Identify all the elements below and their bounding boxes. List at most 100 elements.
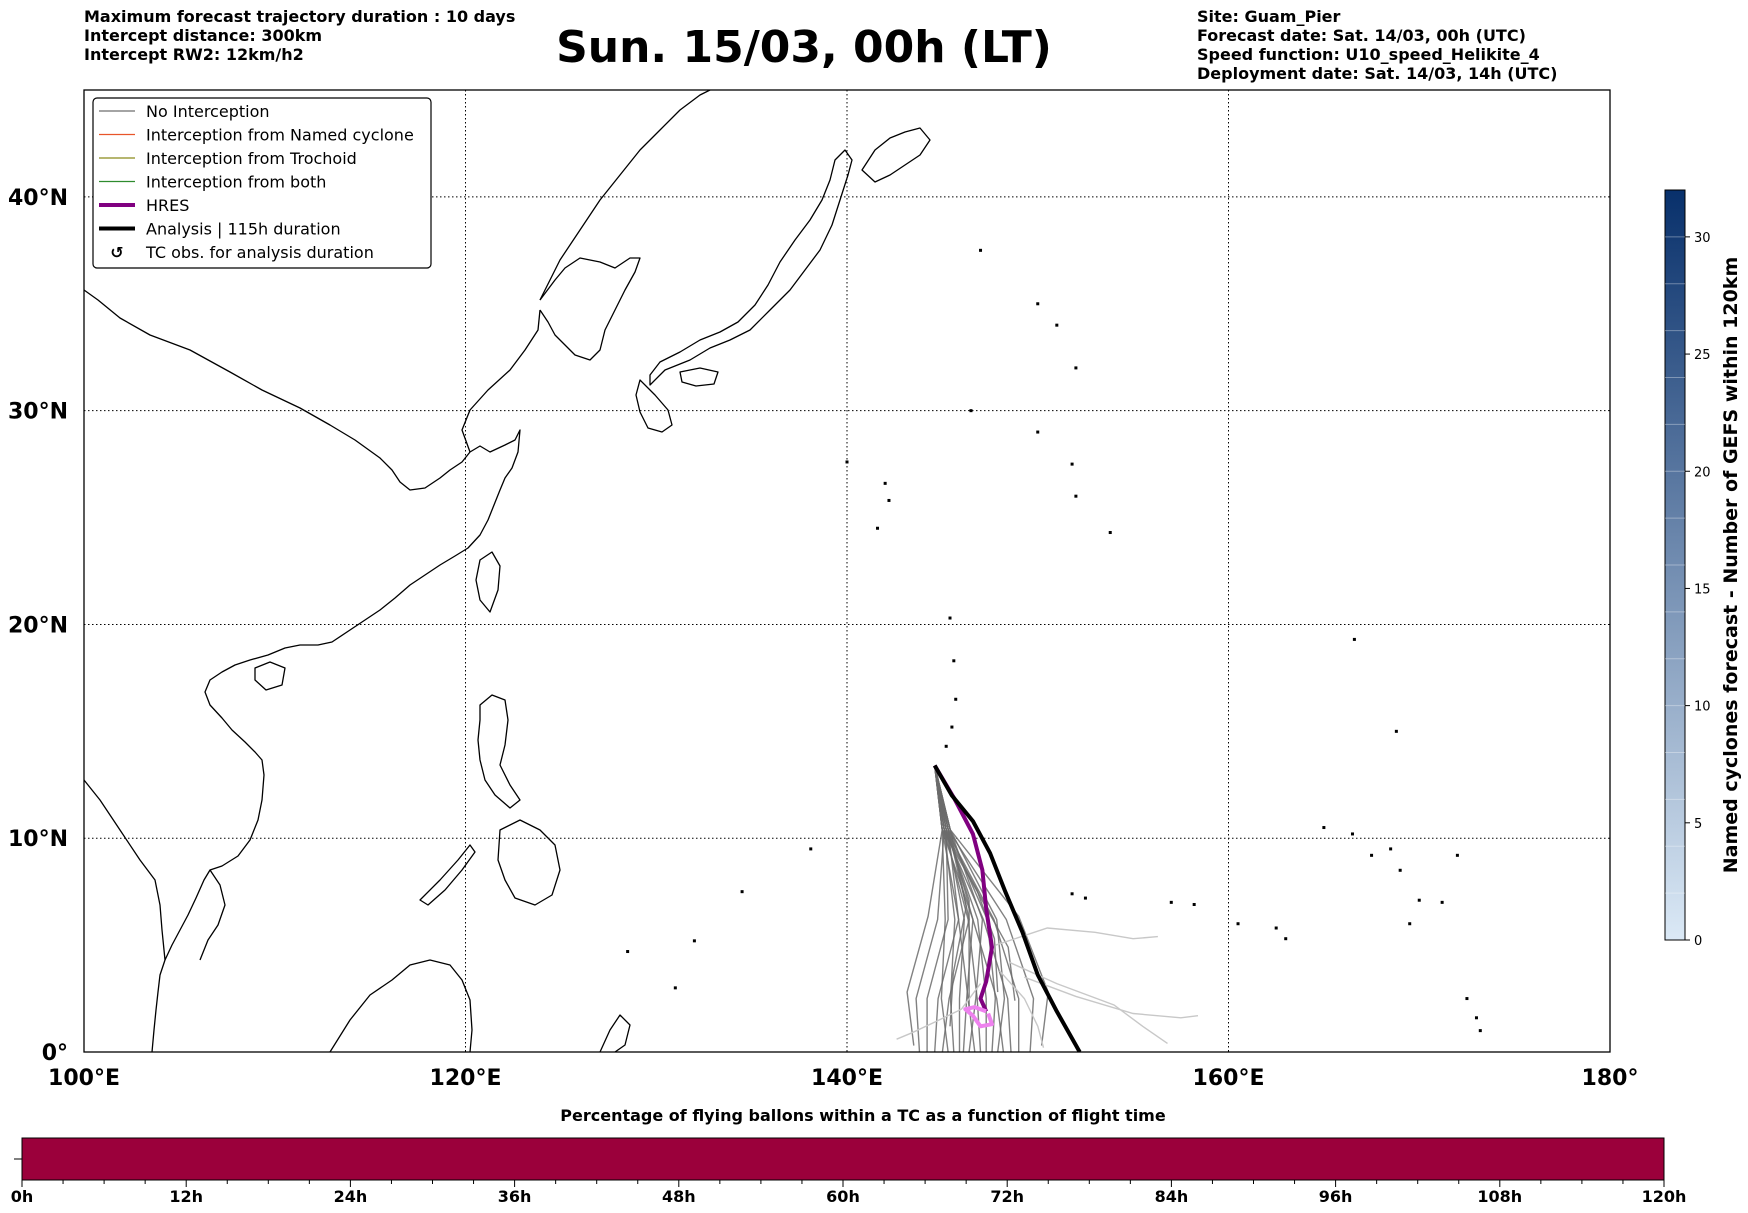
island-dot [1108,531,1112,535]
coastline-asia-north [461,90,711,453]
island-dot [1284,937,1288,941]
axis-tick-labels: 100°E 120°E 140°E 160°E 180° 0° 10°N 20°N 30°N 40… [8,186,1639,1091]
bottom-bar-tick-label: 84h [1155,1187,1189,1206]
coastlines [84,90,931,1052]
coastline-japan-hokkaido [861,127,931,183]
legend-entry: No Interception [99,102,270,121]
legend-box [92,97,432,269]
island-dot [1322,826,1326,830]
bottom-bar-tick-label: 96h [1319,1187,1353,1206]
site-text: Site: Guam_Pier [1197,7,1341,26]
legend-entry: Interception from both [99,173,326,192]
island-dot [1036,302,1040,306]
lat-tick-label: 40°N [8,186,68,211]
bottom-bar-tick-label: 72h [990,1187,1024,1206]
ensemble-track-light [999,970,1045,1048]
island-dot [673,986,677,990]
island-dot [1408,922,1412,926]
colorbar-tick-label: 0 [1694,934,1702,949]
island-dot [944,744,948,748]
lon-tick-label: 180° [1582,1066,1639,1091]
island-dot [1192,902,1196,906]
deployment-date-text: Deployment date: Sat. 14/03, 14h (UTC) [1197,64,1558,83]
island-dot [969,409,973,413]
island-dot [692,939,696,943]
island-dot [626,950,630,954]
lat-tick-label: 30°N [8,400,68,425]
lon-tick-label: 160°E [1193,1066,1265,1091]
legend-entry: ↺ TC obs. for analysis duration [110,243,374,262]
bottom-bar-tick-label: 48h [662,1187,696,1206]
island-dot [952,659,956,663]
colorbar-tick-label: 15 [1694,582,1711,597]
island-dot [1055,323,1059,327]
legend-label: Interception from Named cyclone [146,126,414,145]
island-dot [1350,832,1354,836]
legend-label: Interception from both [146,173,326,192]
island-dot [1474,1016,1478,1020]
bottom-bar-fill [21,1137,1665,1181]
coastline-palawan [419,844,476,906]
small-islands [626,248,1482,1064]
analysis-track [932,764,1082,1052]
legend-label: Analysis | 115h duration [146,220,341,239]
ensemble-track [934,765,970,1014]
coastline-vietnam-gulf [199,869,226,961]
island-dot [1398,868,1402,872]
island-dot [809,847,813,851]
bottom-bar-tick-label: 36h [498,1187,532,1206]
legend-entry: Analysis | 115h duration [99,220,341,239]
coastline-asia-inner [84,779,166,961]
legend-entry: HRES [99,196,189,215]
island-dot [1070,462,1074,466]
hres-track [932,764,994,1013]
island-dot [1236,922,1240,926]
island-dot [948,616,952,620]
island-dot [1169,900,1173,904]
map-title: Sun. 15/03, 00h (LT) [556,22,1052,73]
island-dot [876,526,880,530]
island-dot [845,460,849,464]
ensemble-track [934,765,999,993]
header-left-info: Maximum forecast trajectory duration : 1… [84,7,515,64]
island-dot [1469,1061,1472,1064]
map-frame [83,89,1611,1053]
cyclone-symbol-icon: ↺ [110,243,123,262]
ensemble-track-light [896,983,982,1040]
coastline-japan-honshu [649,149,853,386]
colorbar-tick-label: 20 [1694,465,1711,480]
lat-tick-label: 10°N [8,827,68,852]
bottom-bar-tick-label: 120h [1642,1187,1687,1206]
island-dot [887,498,891,502]
bottom-bar-tick-label: 0h [11,1187,34,1206]
intercept-distance-text: Intercept distance: 300km [84,26,323,45]
legend-entry: Interception from Named cyclone [99,126,414,145]
ensemble-track-light [1024,976,1199,1019]
legend-label: TC obs. for analysis duration [145,243,374,262]
gridlines [84,90,1610,1052]
coastline-korea [539,257,641,361]
max-trajectory-duration-text: Maximum forecast trajectory duration : 1… [84,7,516,26]
coastline-japan-kyushu [635,379,673,433]
island-dot [1370,853,1374,857]
island-dot [1417,898,1421,902]
legend-entry: Interception from Trochoid [99,149,357,168]
island-dot [1455,853,1459,857]
intercept-rw2-text: Intercept RW2: 12km/h2 [84,45,304,64]
legend-label: Interception from Trochoid [146,149,357,168]
lon-tick-label: 100°E [48,1066,120,1091]
coastline-asia-mainland [84,289,521,1052]
island-dot [954,697,958,701]
coastline-philippines-south [497,819,561,906]
lon-tick-label: 120°E [430,1066,502,1091]
right-colorbar: 0 5 10 15 20 25 30 Named cyclones forecast - N… [1664,189,1742,949]
island-dot [1465,997,1469,1001]
bottom-bar-tick-label: 24h [334,1187,368,1206]
island-dot [1394,729,1398,733]
island-dot [1036,430,1040,434]
colorbar-tick-label: 5 [1694,817,1702,832]
colorbar-tick-label: 10 [1694,700,1711,715]
coastline-sulawesi [599,1014,631,1052]
hres-track-tail [963,1005,994,1029]
